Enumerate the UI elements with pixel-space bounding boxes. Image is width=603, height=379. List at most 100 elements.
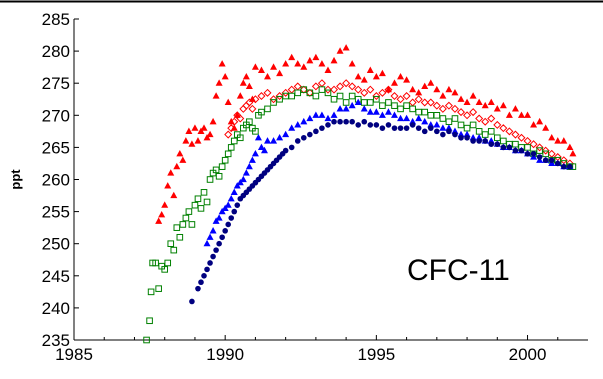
data-point <box>204 266 210 273</box>
data-point <box>224 150 232 158</box>
data-point <box>246 118 253 126</box>
data-point <box>282 147 289 154</box>
data-point <box>494 141 501 147</box>
data-point <box>445 124 453 131</box>
data-point <box>233 182 241 189</box>
data-point <box>282 130 290 138</box>
data-point <box>409 105 416 113</box>
data-point <box>330 85 339 94</box>
data-point <box>294 60 302 67</box>
data-point <box>230 137 238 145</box>
data-point <box>257 66 265 73</box>
data-point <box>481 117 490 126</box>
data-point <box>434 128 440 135</box>
data-point <box>373 122 380 128</box>
x-tick-label: 1985 <box>55 345 93 364</box>
data-point <box>396 95 405 104</box>
data-point <box>323 85 332 94</box>
data-point <box>336 47 344 54</box>
series-4 <box>189 118 573 305</box>
data-point <box>379 125 386 131</box>
data-point <box>330 56 338 64</box>
data-point <box>282 60 290 67</box>
data-point <box>257 143 265 150</box>
data-point <box>469 121 477 129</box>
data-point <box>530 121 538 128</box>
data-point <box>524 111 532 118</box>
data-point <box>397 105 404 113</box>
data-point <box>554 160 561 167</box>
data-point <box>384 85 393 94</box>
data-point <box>146 317 153 325</box>
data-point <box>440 131 446 138</box>
data-point <box>487 137 495 144</box>
data-point <box>415 108 422 116</box>
data-point <box>567 163 573 170</box>
data-point <box>493 120 502 129</box>
data-point <box>317 79 326 88</box>
data-point <box>245 98 254 107</box>
data-point <box>236 134 244 142</box>
data-point <box>366 108 374 115</box>
data-point <box>390 92 399 101</box>
data-point <box>276 133 284 141</box>
x-tick-label: 2000 <box>509 345 547 364</box>
data-point <box>288 53 296 61</box>
data-point <box>354 72 362 80</box>
data-point <box>360 76 368 83</box>
data-point <box>189 298 195 305</box>
data-point <box>203 239 211 247</box>
data-point <box>367 99 374 106</box>
data-point <box>206 176 214 183</box>
data-point <box>360 88 369 97</box>
data-point <box>155 217 163 224</box>
data-point <box>524 144 531 151</box>
data-point <box>252 128 259 135</box>
data-point <box>264 72 272 80</box>
data-point <box>300 63 308 70</box>
data-point <box>403 76 411 83</box>
data-point <box>451 115 459 122</box>
data-point <box>463 130 471 138</box>
data-point <box>348 82 357 91</box>
data-point <box>500 137 507 145</box>
data-point <box>439 115 447 122</box>
data-point <box>307 131 313 138</box>
data-point <box>432 101 441 110</box>
data-point <box>463 111 472 120</box>
data-point <box>427 125 434 131</box>
data-point <box>239 79 247 86</box>
data-point <box>409 85 417 93</box>
data-point <box>378 69 386 77</box>
data-point <box>224 130 233 139</box>
data-point <box>500 144 507 151</box>
data-point <box>336 105 344 112</box>
data-point <box>167 169 175 176</box>
data-point <box>409 122 416 128</box>
data-point <box>257 92 266 101</box>
data-point <box>457 95 465 102</box>
data-point <box>215 79 223 86</box>
data-point <box>325 122 331 128</box>
chart-annotation: CFC-11 <box>407 254 510 287</box>
y-tick-label: 285 <box>42 10 70 29</box>
data-point <box>421 108 429 116</box>
data-point <box>251 150 259 157</box>
data-point <box>475 114 484 123</box>
data-point <box>506 144 513 151</box>
data-point <box>426 98 435 107</box>
data-point <box>530 151 537 157</box>
data-point <box>518 147 525 154</box>
data-point <box>197 127 205 134</box>
data-point <box>535 143 544 152</box>
data-point <box>195 285 201 292</box>
data-point <box>451 127 459 134</box>
data-point <box>415 125 422 131</box>
data-point <box>511 105 519 112</box>
data-point <box>300 134 307 141</box>
data-point <box>348 92 356 100</box>
data-point <box>463 124 471 132</box>
data-point <box>566 143 574 150</box>
data-point <box>475 128 483 135</box>
